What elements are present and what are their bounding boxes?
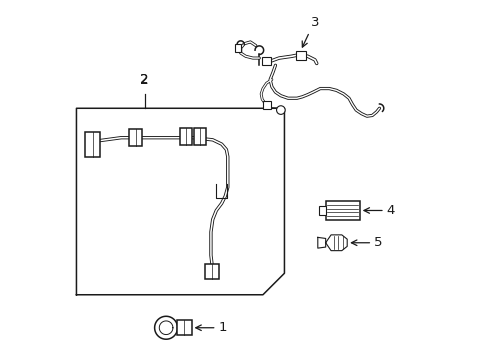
Bar (180, 128, 192, 145)
Bar (295, 51, 306, 60)
Bar (326, 201, 360, 220)
Polygon shape (326, 235, 347, 251)
Bar (319, 206, 326, 215)
Bar (263, 101, 271, 109)
Polygon shape (318, 237, 326, 248)
Bar (235, 44, 241, 52)
Bar (176, 320, 192, 335)
Bar (85, 132, 100, 157)
Bar (129, 129, 142, 146)
Bar (195, 128, 206, 145)
Text: 1: 1 (219, 321, 227, 334)
Text: 2: 2 (140, 73, 149, 87)
Text: 3: 3 (311, 17, 320, 30)
Text: 5: 5 (374, 236, 383, 249)
Polygon shape (155, 316, 177, 339)
Text: 2: 2 (140, 73, 149, 86)
Circle shape (276, 106, 285, 114)
Bar (262, 57, 271, 65)
Bar (205, 264, 219, 279)
Text: 4: 4 (387, 204, 395, 217)
